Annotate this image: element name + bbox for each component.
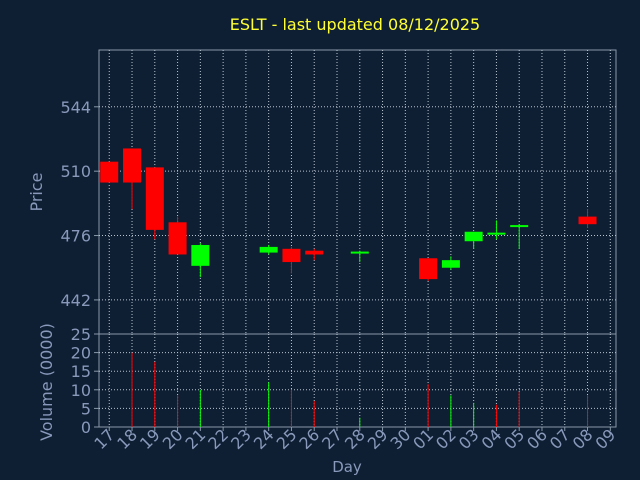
chart-title: ESLT - last updated 08/12/2025 <box>230 15 480 34</box>
price-tick-label: 476 <box>60 227 91 246</box>
candle-body <box>123 148 142 183</box>
candle-body <box>464 231 483 242</box>
price-tick-label: 510 <box>60 162 91 181</box>
candle-body <box>419 258 438 280</box>
candle-body <box>145 167 164 230</box>
volume-axis-label: Volume (0000) <box>37 323 56 441</box>
volume-tick-label: 25 <box>71 325 91 344</box>
candle-body <box>100 161 119 183</box>
volume-tick-label: 15 <box>71 362 91 381</box>
candle-body <box>282 248 301 263</box>
volume-tick-label: 20 <box>71 344 91 363</box>
candle-body <box>305 250 324 255</box>
price-panel <box>98 49 617 335</box>
candle-body <box>168 222 187 255</box>
x-tick-label: 09 <box>592 425 620 453</box>
price-tick-label: 544 <box>60 98 91 117</box>
price-tick-label: 442 <box>60 291 91 310</box>
x-axis-ticks: 1718192021222324252627282930010203040506… <box>90 425 619 453</box>
volume-grid <box>99 334 616 427</box>
candle-body <box>350 251 369 254</box>
volume-panel <box>98 333 617 428</box>
price-axis-label: Price <box>27 172 46 211</box>
candle-body <box>441 260 460 268</box>
x-axis-label: Day <box>332 458 362 476</box>
candlesticks <box>100 148 597 281</box>
volume-tick-label: 10 <box>71 381 91 400</box>
volume-tick-label: 5 <box>81 399 91 418</box>
volume-bars <box>131 352 589 427</box>
candle-body <box>191 245 210 266</box>
candle-body <box>259 246 278 253</box>
candle-body <box>510 225 529 228</box>
candle-body <box>487 232 506 235</box>
candle-body <box>578 216 597 225</box>
volume-tick-label: 0 <box>81 418 91 437</box>
price-axis-ticks: 442 476 510 544 <box>60 98 99 310</box>
price-grid <box>99 50 616 334</box>
